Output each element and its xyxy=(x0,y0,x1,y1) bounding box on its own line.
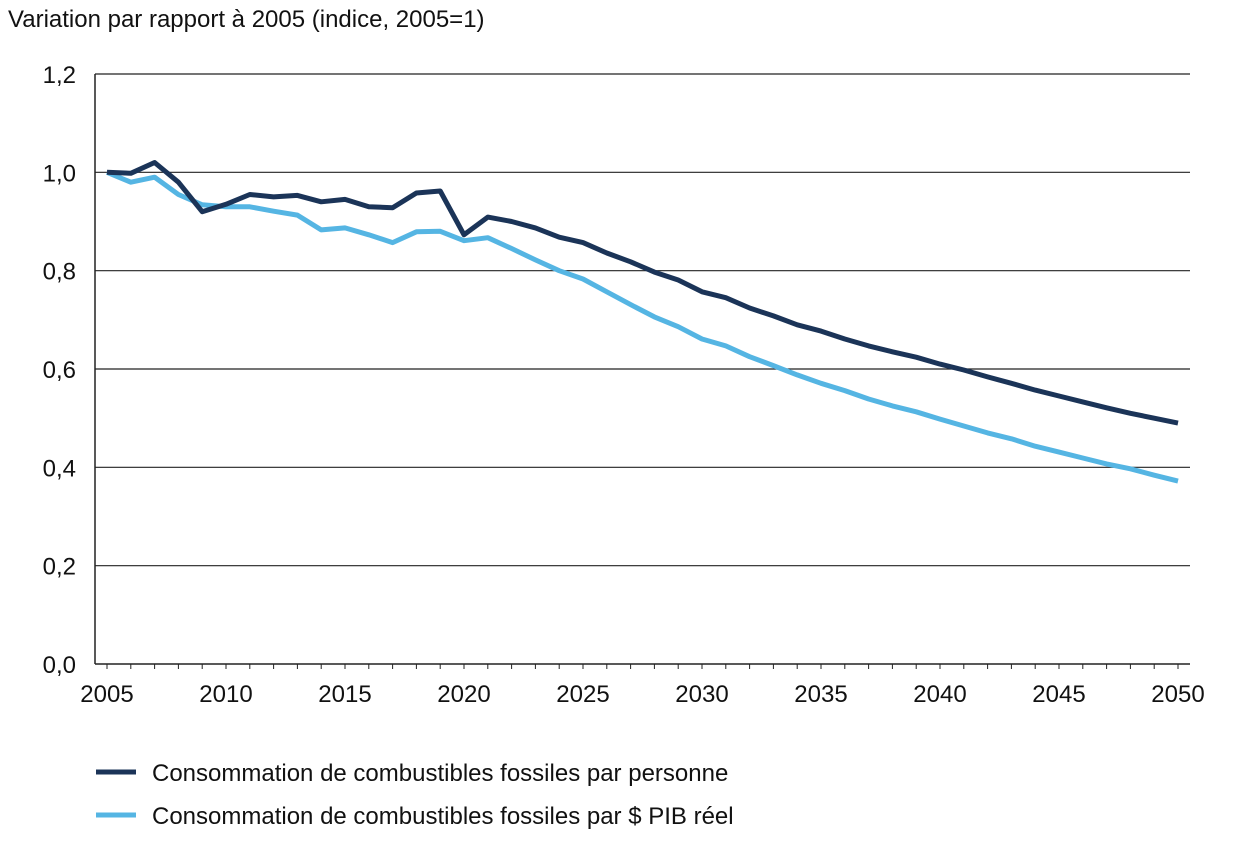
x-tick-label: 2040 xyxy=(913,681,966,708)
y-tick-label: 0,4 xyxy=(43,455,76,482)
x-tick-label: 2010 xyxy=(199,681,252,708)
x-tick-labels: 2005 2010 2015 2020 2025 2030 2035 2040 2045 2050 xyxy=(80,681,1204,708)
gridlines xyxy=(94,73,1190,669)
series-line-0 xyxy=(106,160,1179,426)
x-tick-label: 2050 xyxy=(1151,681,1204,708)
legend-label-0: Consommation de combustibles fossiles pa… xyxy=(152,760,728,787)
x-tick-label: 2030 xyxy=(675,681,728,708)
y-tick-label: 0,0 xyxy=(43,652,76,679)
x-tick-label: 2020 xyxy=(437,681,490,708)
y-tick-label: 0,8 xyxy=(43,259,76,286)
y-axis-label: Variation par rapport à 2005 (indice, 20… xyxy=(8,6,485,33)
series-lines xyxy=(106,160,1179,484)
y-tick-label: 0,6 xyxy=(43,357,76,384)
y-tick-label: 0,2 xyxy=(43,554,76,581)
y-tick-label: 1,0 xyxy=(43,160,76,187)
series-line-1 xyxy=(106,169,1179,484)
legend: Consommation de combustibles fossiles pa… xyxy=(96,760,734,830)
x-tick-label: 2025 xyxy=(556,681,609,708)
y-tick-labels: 0,0 0,2 0,4 0,6 0,8 1,0 1,2 xyxy=(43,62,76,679)
y-tick-label: 1,2 xyxy=(43,62,76,89)
x-tick-label: 2035 xyxy=(794,681,847,708)
x-tick-label: 2005 xyxy=(80,681,133,708)
x-tick-label: 2015 xyxy=(318,681,371,708)
x-tick-label: 2045 xyxy=(1032,681,1085,708)
legend-label-1: Consommation de combustibles fossiles pa… xyxy=(152,803,734,830)
